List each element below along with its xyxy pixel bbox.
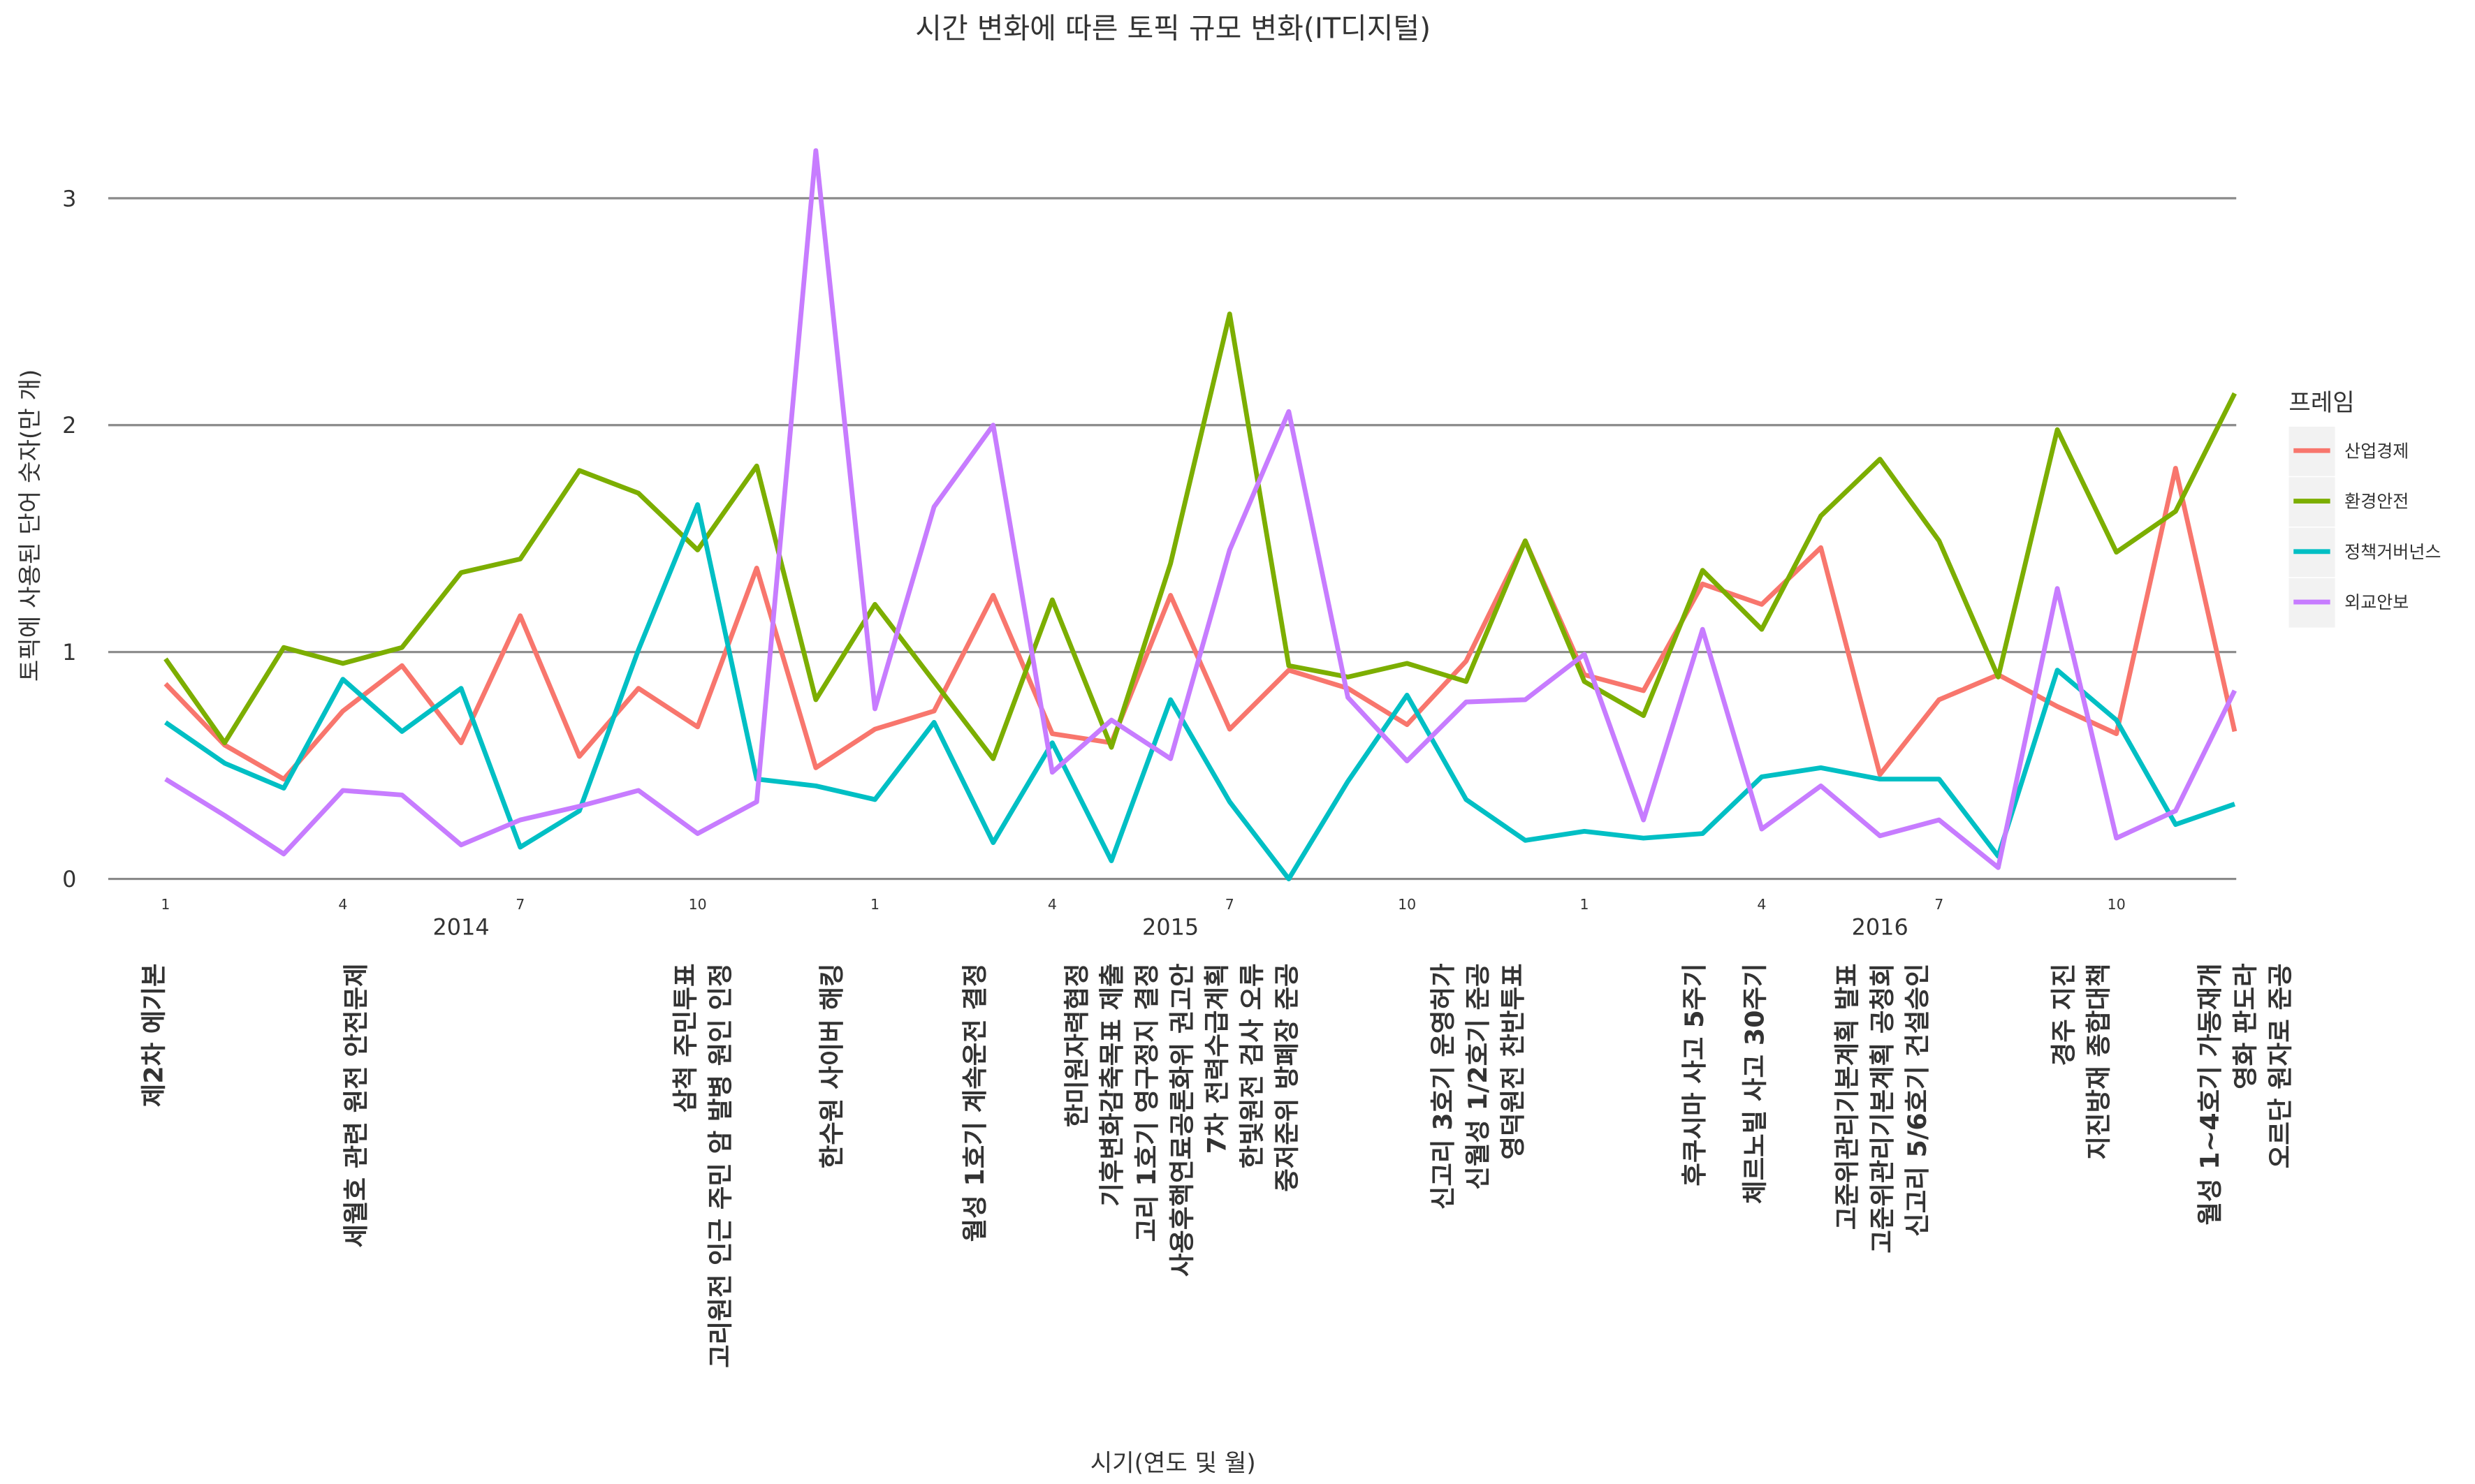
y-tick-label: 1 [62,639,76,666]
y-tick-label: 0 [62,866,76,892]
legend-label: 외교안보 [2344,592,2409,612]
year-label: 2014 [433,913,490,940]
x-tick-label: 1 [870,896,879,913]
legend-title: 프레임 [2288,389,2354,417]
legend-label: 환경안전 [2344,492,2409,512]
event-annotation: 경주 지진 [2049,963,2079,1066]
event-annotation: 후쿠시마 사고 5주기 [1679,963,1709,1186]
event-annotation: 삼척 주민투표 [670,963,700,1112]
event-annotation: 월성 1~4호기 가동재개 [2195,963,2225,1225]
event-annotation: 기후변화감축목표 제출 [1097,963,1127,1206]
x-tick-label: 4 [338,896,347,913]
event-annotation: 월성 1호기 계속운전 결정 [960,963,990,1242]
chart-title: 시간 변화에 따른 토픽 규모 변화(IT디지털) [915,12,1431,45]
event-annotation: 고리 1호기 영구정지 결정 [1132,963,1162,1242]
x-tick-label: 7 [516,896,525,913]
event-annotation: 한수원 사이버 해킹 [817,963,847,1168]
x-axis-label: 시기(연도 및 월) [1090,1450,1256,1478]
x-tick-label: 4 [1757,896,1766,913]
event-annotation: 한미원자력협정 [1062,963,1092,1127]
event-annotation: 중저준위 방폐장 준공 [1272,963,1302,1191]
event-annotation: 영덕원전 찬반투표 [1498,963,1528,1159]
event-annotation: 7차 전력수급계획 [1202,963,1232,1154]
event-annotation: 사용후핵연료공론화위 권고안 [1167,963,1197,1277]
event-annotation: 고준위관리기본계획 발표 [1832,963,1862,1230]
y-tick-label: 3 [62,185,76,212]
y-tick-label: 2 [62,412,76,439]
event-annotation: 세월호 관련 원전 안전문제 [341,963,371,1247]
x-tick-label: 4 [1048,896,1057,913]
x-tick-label: 1 [161,896,170,913]
event-annotation: 체르노빌 사고 30주기 [1740,963,1770,1204]
x-tick-label: 10 [2108,896,2126,913]
event-annotation: 신월성 1/2호기 준공 [1463,963,1493,1189]
x-tick-label: 7 [1934,896,1943,913]
event-annotation: 오르단 원자로 준공 [2265,963,2295,1168]
x-tick-label: 1 [1580,896,1589,913]
year-label: 2015 [1142,913,1199,940]
legend-label: 정책거버넌스 [2344,542,2441,562]
series-line [163,311,2237,761]
x-tick-label: 10 [1398,896,1416,913]
y-axis-label: 토픽에 사용된 단어 숫자(만 개) [17,369,45,682]
event-annotation: 지진방재 종합대책 [2084,963,2114,1159]
year-label: 2016 [1852,913,1908,940]
event-annotation: 한빛원전 검사 오류 [1237,963,1267,1168]
series-line [164,148,2237,870]
x-tick-label: 10 [689,896,707,913]
event-annotation: 영화 판도라 [2230,963,2260,1089]
event-annotation: 신고리 3호기 운영허가 [1428,963,1458,1210]
event-annotation: 제2차 에기본 [138,963,168,1107]
event-annotation: 고준위관리기본계획 공청회 [1867,963,1897,1253]
event-annotation: 고리원전 인근 주민 암 발병 원인 인정 [706,963,736,1367]
series-line [164,502,2236,882]
x-tick-label: 7 [1225,896,1234,913]
event-annotation: 신고리 5/6호기 건설승인 [1902,963,1932,1236]
legend-label: 산업경제 [2344,441,2409,461]
